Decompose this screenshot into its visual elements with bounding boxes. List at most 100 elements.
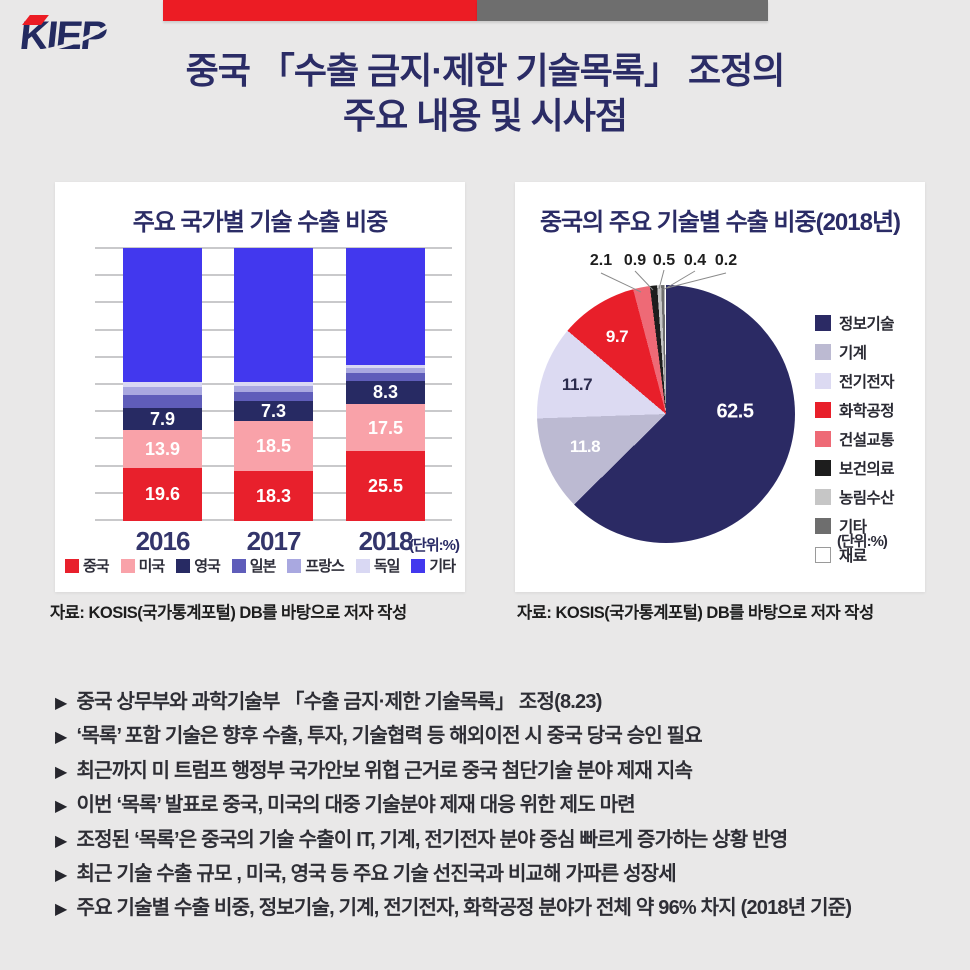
bullet-marker-icon: ▶ xyxy=(55,695,67,712)
stacked-bar-2017: 7.3 18.5 18.3 xyxy=(234,248,313,521)
bullet-text: 조정된 ‘목록’은 중국의 기술 수출이 IT, 기계, 전기전자 분야 중심 … xyxy=(76,828,789,851)
bar-segment-value: 8.3 xyxy=(372,382,399,403)
x-axis-label-2016: 2016 xyxy=(135,526,191,556)
pie-chart xyxy=(537,285,795,543)
bar-segment-미국: 18.5 xyxy=(234,420,313,472)
gridline xyxy=(95,247,452,249)
bullet-item-7: ▶ 주요 기술별 수출 비중, 정보기술, 기계, 전기전자, 화학공정 분야가 … xyxy=(55,892,940,926)
legend-swatch xyxy=(815,373,831,389)
bullet-marker-icon: ▶ xyxy=(55,832,67,850)
legend-swatch xyxy=(176,558,191,573)
bullet-item-3: ▶ 최근까지 미 트럼프 행정부 국가안보 위협 근거로 중국 첨단기술 분야 제… xyxy=(55,755,940,789)
legend-label: 기타 xyxy=(429,558,456,575)
bar-segment-독일 xyxy=(123,381,202,387)
legend-label: 농림수산 xyxy=(839,490,895,507)
legend-swatch xyxy=(815,489,831,505)
bar-segment-중국: 25.5 xyxy=(346,451,425,521)
pie-value-보건의료: 0.9 xyxy=(623,252,647,269)
legend-item-정보기술: 정보기술 xyxy=(815,312,895,334)
header-red-bar xyxy=(163,0,477,21)
bar-segment-value: 19.6 xyxy=(144,484,181,505)
legend-item-보건의료: 보건의료 xyxy=(815,457,895,479)
bullet-marker-icon: ▶ xyxy=(55,901,67,919)
bullet-text: 주요 기술별 수출 비중, 정보기술, 기계, 전기전자, 화학공정 분야가 전… xyxy=(76,897,852,920)
legend-item-재료: 재료 xyxy=(815,544,894,566)
bar-segment-프랑스 xyxy=(346,367,425,373)
pie-value-농림수산: 0.5 xyxy=(652,252,676,269)
legend-item-독일: 독일 xyxy=(355,555,401,576)
legend-item-프랑스: 프랑스 xyxy=(287,555,345,576)
bar-segment-value: 18.3 xyxy=(255,486,292,507)
pie-value-건설교통: 2.1 xyxy=(589,252,613,269)
legend-item-기타: 기타 xyxy=(815,515,894,537)
bar-segment-영국: 8.3 xyxy=(346,380,425,404)
bar-segment-중국: 18.3 xyxy=(234,471,313,521)
legend-label: 정보기술 xyxy=(839,316,895,333)
legend-item-농림수산: 농림수산 xyxy=(815,486,895,508)
bullet-marker-icon: ▶ xyxy=(55,867,67,885)
page-title-line2: 주요 내용 및 시사점 xyxy=(343,95,628,136)
bar-chart-panel: 주요 국가별 기술 수출 비중 7.9 13.9 19.6 7.3 18.5 18.3 8.… xyxy=(55,182,465,592)
bar-chart-source: 자료: KOSIS(국가통계포털) DB를 바탕으로 저자 작성 xyxy=(50,604,407,622)
page-title: 중국 「수출 금지·제한 기술목록」 조정의 주요 내용 및 시사점 xyxy=(0,48,970,138)
bar-segment-일본 xyxy=(234,391,313,401)
bar-segment-value: 7.3 xyxy=(260,400,287,421)
legend-item-미국: 미국 xyxy=(120,555,165,576)
bar-segment-value: 7.9 xyxy=(149,408,176,429)
pie-value-화학공정: 9.7 xyxy=(605,327,629,346)
bullet-text: ‘목록’ 포함 기술은 향후 수출, 투자, 기술협력 등 해외이전 시 중국 … xyxy=(76,725,703,748)
legend-swatch xyxy=(815,315,831,331)
x-axis-label-2017: 2017 xyxy=(246,526,302,556)
bar-segment-프랑스 xyxy=(123,386,202,396)
legend-swatch xyxy=(355,558,370,573)
legend-label: 독일 xyxy=(373,558,401,575)
bar-segment-value: 13.9 xyxy=(144,438,181,459)
legend-label: 프랑스 xyxy=(305,558,344,575)
pie-chart-panel: 중국의 주요 기술별 수출 비중(2018년) 정보기술 기계 전기전자 화학공정 건설… xyxy=(515,182,925,592)
legend-swatch xyxy=(815,547,831,563)
pie-chart-unit-label: (단위:%) xyxy=(837,533,888,550)
bar-chart-plot: 7.9 13.9 19.6 7.3 18.5 18.3 8.3 17.5 25.5 xyxy=(95,247,452,521)
legend-swatch xyxy=(815,344,831,360)
legend-swatch xyxy=(231,558,246,573)
legend-swatch xyxy=(815,518,831,534)
legend-label: 화학공정 xyxy=(839,403,895,420)
bar-chart-legend: 중국 미국 영국 일본 프랑스 독일 기타 xyxy=(55,555,465,576)
legend-swatch xyxy=(411,558,426,573)
x-axis-label-2018: 2018 xyxy=(358,526,414,556)
bullet-item-1: ▶ 중국 상무부와 과학기술부 「수출 금지·제한 기술목록」 조정(8.23) xyxy=(55,686,940,720)
bar-segment-영국: 7.9 xyxy=(123,408,202,430)
bar-segment-value: 18.5 xyxy=(255,435,292,456)
legend-swatch xyxy=(287,558,302,573)
legend-item-기계: 기계 xyxy=(815,341,894,363)
pie-chart-source: 자료: KOSIS(국가통계포털) DB를 바탕으로 저자 작성 xyxy=(517,604,874,622)
legend-item-전기전자: 전기전자 xyxy=(815,370,895,392)
bar-segment-일본 xyxy=(346,372,425,381)
legend-item-건설교통: 건설교통 xyxy=(815,428,895,450)
legend-label: 기계 xyxy=(839,345,867,362)
legend-label: 일본 xyxy=(249,558,277,575)
legend-label: 건설교통 xyxy=(839,432,895,449)
pie-value-기타: 0.4 xyxy=(683,252,707,269)
legend-label: 전기전자 xyxy=(839,374,895,391)
legend-item-일본: 일본 xyxy=(231,555,277,576)
bar-chart-unit-label: (단위:%) xyxy=(409,537,460,554)
header-gray-bar xyxy=(477,0,768,21)
legend-swatch xyxy=(815,402,831,418)
legend-swatch xyxy=(815,460,831,476)
bar-segment-프랑스 xyxy=(234,385,313,392)
bullet-list: ▶ 중국 상무부와 과학기술부 「수출 금지·제한 기술목록」 조정(8.23) ▶… xyxy=(55,686,940,927)
legend-swatch xyxy=(120,558,135,573)
bar-chart-title: 주요 국가별 기술 수출 비중 xyxy=(132,209,389,236)
bar-segment-기타 xyxy=(346,248,425,366)
stacked-bar-2018: 8.3 17.5 25.5 xyxy=(346,248,425,521)
bullet-text: 이번 ‘목록’ 발표로 중국, 미국의 대중 기술분야 제재 대응 위한 제도 … xyxy=(76,794,636,817)
legend-label: 기타 xyxy=(839,519,867,536)
bar-segment-value: 17.5 xyxy=(367,417,404,438)
bullet-item-5: ▶ 조정된 ‘목록’은 중국의 기술 수출이 IT, 기계, 전기전자 분야 중심… xyxy=(55,824,940,858)
bullet-text: 최근 기술 수출 규모 , 미국, 영국 등 주요 기술 선진국과 비교해 가파… xyxy=(76,863,677,886)
stacked-bar-2016: 7.9 13.9 19.6 xyxy=(123,248,202,521)
bullet-marker-icon: ▶ xyxy=(55,729,67,747)
page-title-line1: 중국 「수출 금지·제한 기술목록」 조정의 xyxy=(185,50,786,91)
